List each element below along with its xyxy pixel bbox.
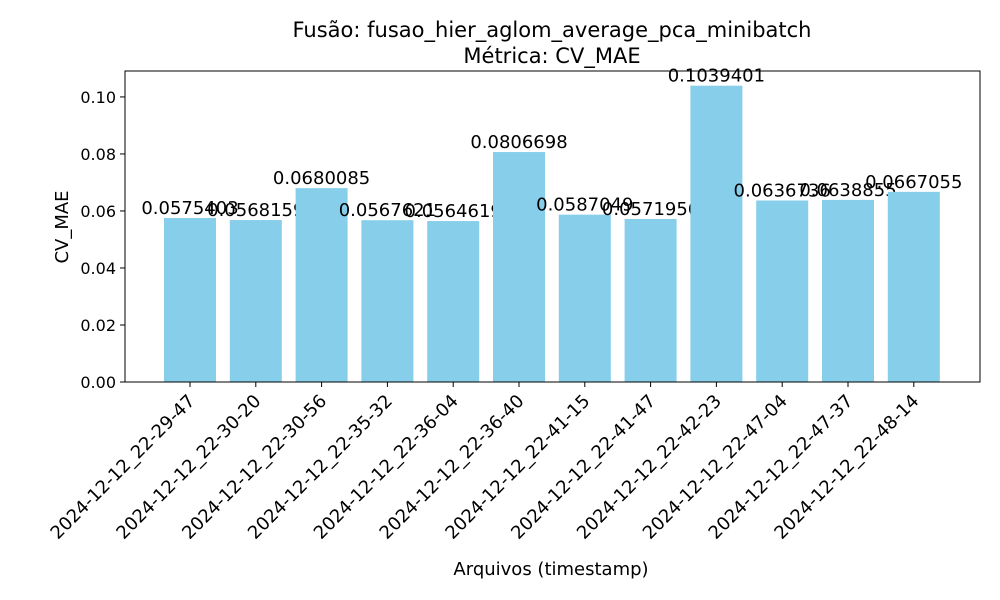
value-label: 0.0667055 xyxy=(865,172,962,193)
bar xyxy=(295,188,348,382)
value-label: 0.0638855 xyxy=(799,180,896,201)
bar xyxy=(756,200,809,382)
chart-title: Fusão: fusao_hier_aglom_average_pca_mini… xyxy=(293,18,812,43)
value-label: 0.0571956 xyxy=(602,199,699,220)
bar xyxy=(822,199,874,382)
bar xyxy=(624,218,677,382)
y-tick-label: 0.10 xyxy=(80,88,116,107)
value-label: 0.0587049 xyxy=(536,195,633,216)
value-label: 0.0575403 xyxy=(141,198,238,219)
chart-subtitle: Métrica: CV_MAE xyxy=(463,44,640,69)
value-label: 0.0636736 xyxy=(734,180,831,201)
bar xyxy=(493,152,545,382)
value-label: 0.0567621 xyxy=(339,200,436,221)
value-label: 0.0564619 xyxy=(405,201,502,222)
y-tick-label: 0.00 xyxy=(80,373,116,392)
bar xyxy=(361,220,414,382)
value-label: 0.0806698 xyxy=(470,132,567,153)
x-axis-label: Arquivos (timestamp) xyxy=(453,559,648,580)
bar xyxy=(229,220,282,382)
y-tick-label: 0.04 xyxy=(80,259,116,278)
bar xyxy=(690,85,743,382)
bar xyxy=(427,221,480,382)
plot-frame xyxy=(124,70,981,383)
y-tick-label: 0.02 xyxy=(80,316,116,335)
value-label: 0.0568159 xyxy=(207,200,304,221)
bar xyxy=(164,217,216,382)
value-label: 0.0680085 xyxy=(273,168,370,189)
y-tick-label: 0.06 xyxy=(80,202,116,221)
y-tick-label: 0.08 xyxy=(80,145,116,164)
bar xyxy=(558,214,611,382)
value-label: 0.1039401 xyxy=(668,66,765,87)
y-axis-label: CV_MAE xyxy=(52,190,73,263)
bar xyxy=(887,191,940,382)
